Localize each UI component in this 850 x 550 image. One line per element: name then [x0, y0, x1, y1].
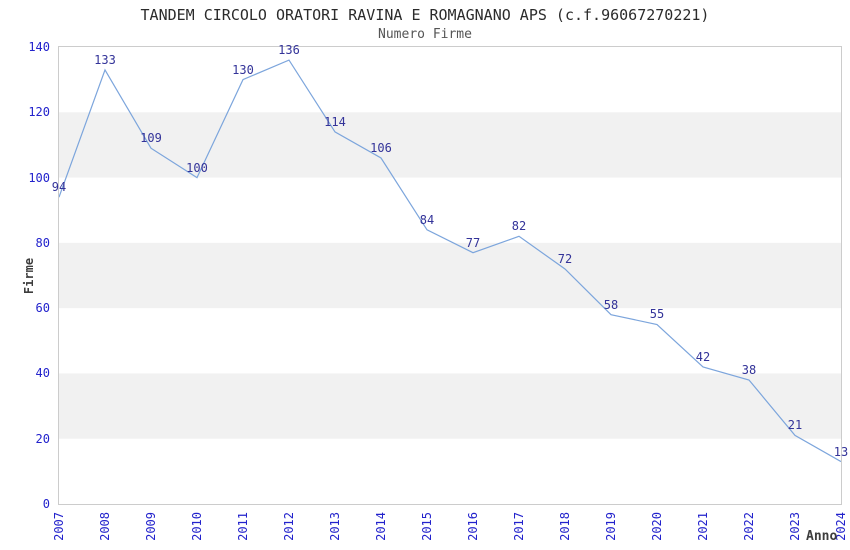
data-label: 72: [557, 251, 573, 266]
data-label: 106: [370, 140, 392, 155]
y-axis-title: Firme: [22, 257, 36, 295]
data-label: 94: [51, 180, 67, 195]
data-label: 82: [511, 219, 527, 234]
data-label: 130: [232, 62, 254, 77]
x-tick-label: 2018: [558, 512, 572, 541]
x-tick-label: 2021: [696, 512, 710, 541]
data-label: 55: [649, 307, 665, 322]
y-tick-label: 40: [35, 366, 50, 381]
y-tick-label: 120: [28, 105, 50, 120]
x-tick-label: 2020: [650, 512, 664, 541]
chart-subtitle: Numero Firme: [378, 27, 472, 42]
x-tick-label: 2008: [98, 512, 112, 541]
data-label: 77: [465, 235, 481, 250]
x-tick-label: 2007: [52, 512, 66, 541]
x-tick-label: 2014: [374, 512, 388, 541]
data-label: 133: [94, 52, 116, 67]
x-tick-label: 2019: [604, 512, 618, 541]
x-tick-label: 2015: [420, 512, 434, 541]
data-label: 114: [324, 114, 346, 129]
line-series-svg: [59, 59, 841, 463]
series-line: [59, 59, 841, 463]
grid-band: [59, 112, 841, 178]
y-tick-label: 20: [35, 431, 50, 446]
data-label: 100: [186, 160, 208, 175]
x-tick-label: 2017: [512, 512, 526, 541]
y-tick-label: 100: [28, 170, 50, 185]
grid-band: [59, 242, 841, 309]
chart-title: TANDEM CIRCOLO ORATORI RAVINA E ROMAGNAN…: [140, 6, 710, 24]
y-tick-label: 140: [28, 40, 50, 54]
x-tick-label: 2013: [328, 512, 342, 541]
x-tick-label: 2023: [788, 512, 802, 541]
y-tick-label: 0: [42, 497, 50, 511]
x-tick-label: 2022: [742, 512, 756, 541]
x-tick-label: 2012: [282, 512, 296, 541]
data-label: 109: [140, 131, 162, 146]
x-tick-label: 2016: [466, 512, 480, 541]
data-label: 58: [603, 297, 619, 312]
plot-area: [58, 46, 842, 505]
y-tick-label: 60: [35, 301, 50, 316]
data-label: 21: [787, 418, 803, 433]
data-label: 13: [833, 444, 849, 459]
x-axis-title: Anno: [806, 529, 838, 544]
y-tick-label: 80: [35, 235, 50, 250]
grid-band: [59, 373, 841, 439]
x-tick-label: 2010: [190, 512, 204, 541]
x-tick-label: 2011: [236, 512, 250, 541]
data-label: 84: [419, 212, 435, 227]
data-label: 38: [741, 362, 757, 377]
x-tick-label: 2009: [144, 512, 158, 541]
data-label: 136: [278, 43, 300, 58]
data-label: 42: [695, 349, 711, 364]
